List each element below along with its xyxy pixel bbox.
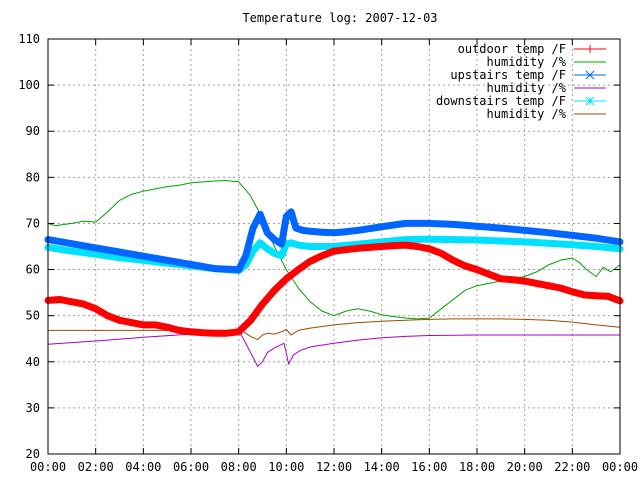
- series-line: [44, 241, 624, 337]
- x-tick-label: 00:00: [602, 460, 638, 474]
- legend-label: outdoor temp /F: [458, 42, 566, 56]
- x-tick-label: 14:00: [364, 460, 400, 474]
- y-tick-label: 80: [26, 170, 40, 184]
- y-tick-label: 110: [18, 32, 40, 46]
- x-tick-label: 06:00: [173, 460, 209, 474]
- x-tick-label: 04:00: [125, 460, 161, 474]
- y-tick-label: 40: [26, 355, 40, 369]
- grid: [48, 39, 620, 454]
- legend-label: upstairs temp /F: [450, 68, 566, 82]
- x-tick-label: 22:00: [554, 460, 590, 474]
- plot-series: [44, 180, 624, 367]
- legend-label: downstairs temp /F: [436, 94, 566, 108]
- y-tick-label: 100: [18, 78, 40, 92]
- y-tick-label: 60: [26, 263, 40, 277]
- chart-title: Temperature log: 2007-12-03: [242, 11, 437, 25]
- x-tick-label: 12:00: [316, 460, 352, 474]
- series-line: [44, 208, 624, 274]
- x-tick-label: 10:00: [268, 460, 304, 474]
- x-tick-label: 16:00: [411, 460, 447, 474]
- x-tick-label: 00:00: [30, 460, 66, 474]
- legend-marker: [585, 96, 595, 106]
- legend-label: humidity /%: [487, 81, 567, 95]
- series-line: [47, 180, 621, 320]
- y-tick-label: 50: [26, 309, 40, 323]
- legend-label: humidity /%: [487, 55, 567, 69]
- y-tick-label: 90: [26, 124, 40, 138]
- x-tick-label: 08:00: [221, 460, 257, 474]
- y-tick-label: 70: [26, 216, 40, 230]
- y-tick-label: 30: [26, 401, 40, 415]
- y-tick-label: 20: [26, 447, 40, 461]
- x-tick-label: 02:00: [78, 460, 114, 474]
- legend-marker: [585, 70, 595, 80]
- axes: 20 30 40 50 60 70 80 90 100 110 00:00 02:00 04:00 06:…: [18, 32, 638, 474]
- x-tick-label: 18:00: [459, 460, 495, 474]
- legend-label: humidity /%: [487, 107, 567, 121]
- x-tick-label: 20:00: [507, 460, 543, 474]
